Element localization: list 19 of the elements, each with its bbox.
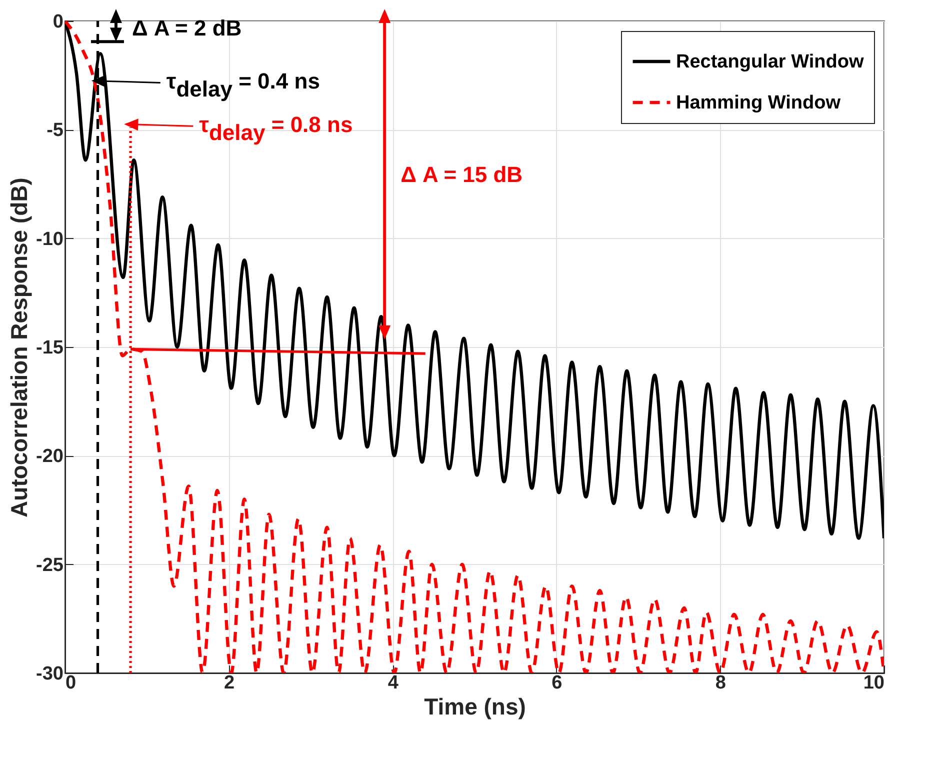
y-tick-label: -30 [36,664,64,684]
legend-label: Rectangular Window [676,52,864,72]
x-tick-label: 10 [863,672,884,694]
y-tick-label: -25 [36,554,64,576]
annotation: Δ A = 2 dB [132,16,242,41]
x-tick-label: 4 [388,672,399,694]
y-tick-label: -5 [46,120,64,142]
y-tick-label: 0 [52,12,64,32]
y-tick-label: -15 [36,338,64,358]
y-tick-label: -20 [36,446,64,468]
x-axis-title: Time (ns) [424,694,526,720]
line-series [65,21,884,673]
y-tick-label: -10 [36,228,64,250]
y-axis-title: Autocorrelation Response (dB) [6,178,32,518]
legend-label: Hamming Window [676,92,841,114]
x-tick-label: 8 [715,672,726,694]
x-tick-label: 2 [224,672,235,694]
x-tick-label: 6 [552,672,562,694]
annotation: Δ A = 15 dB [400,162,523,188]
